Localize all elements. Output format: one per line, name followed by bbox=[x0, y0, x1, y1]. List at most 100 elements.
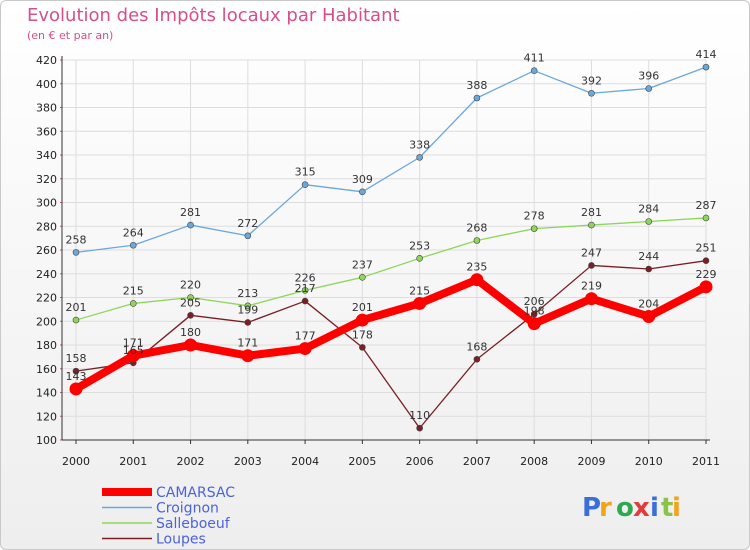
data-point-camarsac bbox=[126, 349, 140, 363]
data-point-salleboeuf bbox=[129, 300, 137, 307]
y-tick-label: 120 bbox=[36, 410, 57, 423]
logo-letter: o bbox=[616, 493, 634, 523]
data-label-loupes: 247 bbox=[581, 246, 602, 259]
x-tick-label: 2005 bbox=[348, 455, 376, 468]
data-label-camarsac: 143 bbox=[66, 370, 87, 383]
data-point-loupes bbox=[72, 367, 80, 375]
data-label-croignon: 264 bbox=[123, 226, 144, 239]
data-point-croignon bbox=[301, 181, 309, 188]
data-point-croignon bbox=[645, 85, 653, 92]
data-point-salleboeuf bbox=[702, 214, 710, 222]
data-point-loupes bbox=[244, 319, 252, 326]
data-point-croignon bbox=[702, 63, 710, 71]
data-point-loupes bbox=[473, 355, 481, 363]
data-label-loupes: 158 bbox=[66, 352, 87, 365]
data-label-loupes: 217 bbox=[295, 282, 316, 295]
data-point-camarsac bbox=[699, 280, 713, 294]
data-label-loupes: 205 bbox=[180, 296, 201, 309]
data-label-croignon: 392 bbox=[581, 74, 602, 87]
data-label-croignon: 258 bbox=[66, 233, 87, 246]
data-label-loupes: 206 bbox=[524, 295, 545, 308]
data-point-camarsac bbox=[413, 296, 427, 310]
y-tick-label: 160 bbox=[36, 363, 57, 376]
data-label-camarsac: 171 bbox=[237, 337, 258, 350]
y-tick-label: 300 bbox=[36, 197, 57, 210]
data-label-salleboeuf: 237 bbox=[352, 258, 373, 271]
data-label-croignon: 396 bbox=[638, 70, 659, 83]
x-tick-label: 2008 bbox=[520, 455, 548, 468]
data-point-croignon bbox=[473, 94, 481, 102]
proxiti-logo: Pr o x i ti bbox=[582, 493, 681, 523]
data-point-camarsac bbox=[298, 342, 312, 356]
logo-letter: t bbox=[661, 493, 673, 523]
data-label-croignon: 411 bbox=[524, 52, 545, 65]
data-label-croignon: 272 bbox=[237, 217, 258, 230]
y-tick-label: 220 bbox=[36, 292, 57, 305]
data-label-salleboeuf: 220 bbox=[180, 279, 201, 292]
data-point-camarsac bbox=[184, 338, 198, 352]
data-point-loupes bbox=[588, 262, 595, 269]
legend-label-croignon: Croignon bbox=[156, 501, 219, 517]
data-point-loupes bbox=[702, 257, 710, 264]
data-label-croignon: 281 bbox=[180, 206, 201, 219]
data-point-salleboeuf bbox=[416, 255, 423, 262]
data-label-salleboeuf: 213 bbox=[237, 287, 258, 300]
data-point-camarsac bbox=[584, 292, 598, 306]
y-tick-label: 100 bbox=[36, 434, 57, 447]
data-label-loupes: 244 bbox=[638, 250, 659, 263]
y-tick-label: 260 bbox=[36, 244, 57, 257]
data-point-camarsac bbox=[470, 273, 484, 287]
data-point-camarsac bbox=[241, 349, 255, 363]
data-label-loupes: 168 bbox=[466, 340, 487, 353]
data-label-camarsac: 201 bbox=[352, 301, 373, 314]
data-point-salleboeuf bbox=[473, 237, 481, 244]
data-point-loupes bbox=[187, 312, 194, 319]
data-point-salleboeuf bbox=[359, 274, 366, 281]
y-tick-label: 280 bbox=[36, 220, 57, 233]
data-point-croignon bbox=[187, 221, 194, 229]
data-label-camarsac: 204 bbox=[638, 298, 659, 311]
data-point-camarsac bbox=[642, 310, 656, 323]
data-point-croignon bbox=[359, 188, 366, 196]
data-label-loupes: 199 bbox=[237, 303, 258, 316]
data-point-loupes bbox=[301, 297, 309, 305]
data-point-loupes bbox=[359, 344, 366, 351]
chart-title: Evolution des Impôts locaux par Habitant bbox=[27, 5, 400, 26]
data-point-croignon bbox=[588, 89, 595, 97]
data-point-salleboeuf bbox=[301, 287, 309, 294]
data-label-camarsac: 229 bbox=[696, 268, 717, 281]
data-label-salleboeuf: 253 bbox=[409, 239, 430, 252]
series-line-loupes bbox=[75, 260, 707, 429]
y-tick-label: 360 bbox=[36, 125, 57, 138]
data-point-loupes bbox=[645, 265, 653, 273]
x-tick-label: 2002 bbox=[177, 455, 205, 468]
legend-label-loupes: Loupes bbox=[156, 532, 206, 548]
y-tick-label: 140 bbox=[36, 387, 57, 400]
y-tick-label: 400 bbox=[36, 78, 57, 91]
legend-label-camarsac: CAMARSAC bbox=[156, 485, 235, 501]
data-label-salleboeuf: 226 bbox=[295, 271, 316, 284]
x-tick-label: 2004 bbox=[291, 455, 319, 468]
data-label-croignon: 315 bbox=[295, 166, 316, 179]
data-label-salleboeuf: 284 bbox=[638, 203, 659, 216]
y-tick-label: 240 bbox=[36, 268, 57, 281]
y-tick-label: 200 bbox=[36, 315, 57, 328]
data-point-salleboeuf bbox=[244, 302, 252, 310]
data-label-loupes: 110 bbox=[409, 409, 430, 422]
y-tick-label: 380 bbox=[36, 102, 57, 115]
data-label-salleboeuf: 268 bbox=[466, 222, 487, 235]
data-label-croignon: 338 bbox=[409, 138, 430, 151]
data-label-camarsac: 219 bbox=[581, 280, 602, 293]
data-point-croignon bbox=[72, 249, 80, 256]
logo-letter: x bbox=[633, 493, 650, 523]
data-labels: 143 171 180 171 177 201 215 235 198 219 204 229 258 2… bbox=[66, 48, 717, 422]
data-point-salleboeuf bbox=[588, 221, 595, 229]
legend-label-salleboeuf: Salleboeuf bbox=[156, 516, 231, 532]
series-layer bbox=[69, 63, 713, 432]
data-label-camarsac: 235 bbox=[466, 261, 487, 274]
data-label-croignon: 414 bbox=[696, 48, 717, 61]
data-label-salleboeuf: 278 bbox=[524, 210, 545, 223]
data-label-croignon: 388 bbox=[466, 79, 487, 92]
